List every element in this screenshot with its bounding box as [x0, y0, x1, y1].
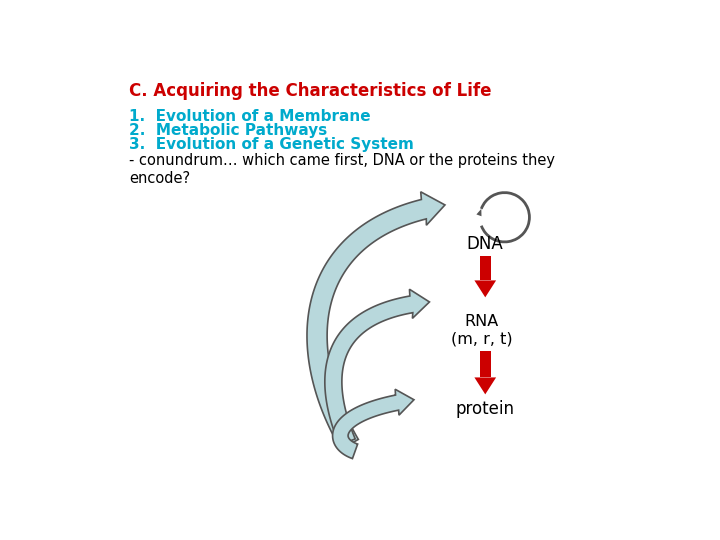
Polygon shape [333, 389, 414, 458]
Polygon shape [474, 280, 496, 298]
Polygon shape [480, 351, 490, 377]
Polygon shape [307, 192, 445, 449]
Text: DNA: DNA [467, 235, 503, 253]
Text: RNA
(m, r, t): RNA (m, r, t) [451, 314, 512, 347]
Text: - conundrum… which came first, DNA or the proteins they
encode?: - conundrum… which came first, DNA or th… [129, 153, 554, 186]
Polygon shape [474, 377, 496, 394]
Text: C. Acquiring the Characteristics of Life: C. Acquiring the Characteristics of Life [129, 82, 491, 100]
Text: 1.  Evolution of a Membrane: 1. Evolution of a Membrane [129, 110, 370, 124]
Polygon shape [480, 256, 490, 280]
Text: 2.  Metabolic Pathways: 2. Metabolic Pathways [129, 123, 327, 138]
Polygon shape [477, 209, 482, 216]
Polygon shape [325, 289, 429, 445]
Text: protein: protein [456, 400, 515, 418]
Text: 3.  Evolution of a Genetic System: 3. Evolution of a Genetic System [129, 137, 413, 152]
